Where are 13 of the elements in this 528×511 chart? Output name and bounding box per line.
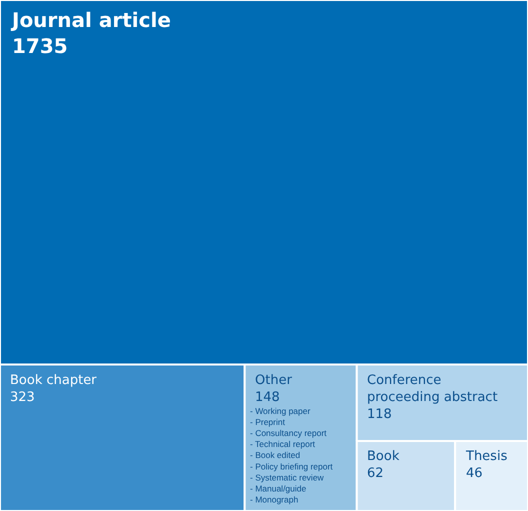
- data-label: 118: [367, 406, 392, 422]
- data-label: 148: [255, 390, 280, 405]
- data-label: 62: [367, 466, 384, 481]
- text: - Working paper - Preprint - Consultancy report - Technical report - Book edited - Policy briefing report - Systematic review - Manual/guide - Monograph: [250, 406, 333, 504]
- category-label: Other: [255, 373, 293, 388]
- data-label: 323: [10, 390, 35, 405]
- category-label: Thesis: [465, 449, 508, 464]
- data-label: 46: [466, 466, 483, 481]
- category-label: Book chapter: [10, 373, 98, 388]
- data-label: 1735: [12, 34, 68, 58]
- category-label: Journal article: [10, 8, 171, 32]
- category-label: Conference proceeding abstract: [367, 373, 498, 405]
- category-label: Book: [367, 449, 400, 464]
